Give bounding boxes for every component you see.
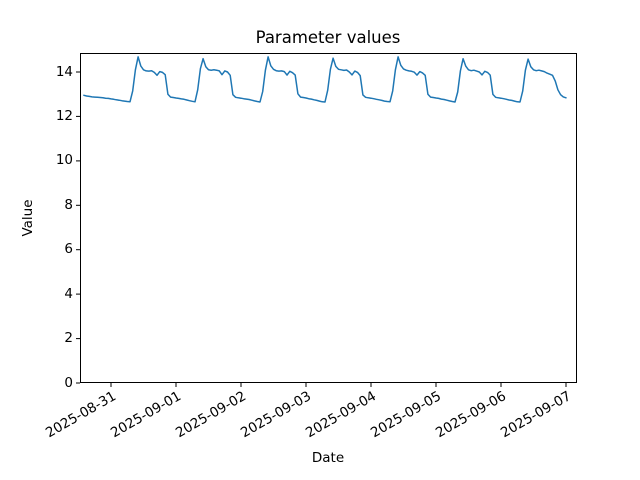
x-axis-label: Date [311, 450, 345, 466]
data-line [83, 56, 567, 103]
y-tick-label: 4 [64, 285, 73, 302]
axes-spines [80, 53, 577, 383]
y-tick-label: 2 [64, 330, 73, 347]
y-tick-label: 10 [55, 152, 73, 169]
y-tick-label: 0 [64, 374, 73, 391]
y-tick-label: 12 [55, 107, 73, 124]
y-tick-label: 14 [55, 63, 73, 80]
y-tick-label: 6 [64, 241, 73, 258]
y-tick-label: 8 [64, 196, 73, 213]
chart-title: Parameter values [255, 28, 401, 47]
